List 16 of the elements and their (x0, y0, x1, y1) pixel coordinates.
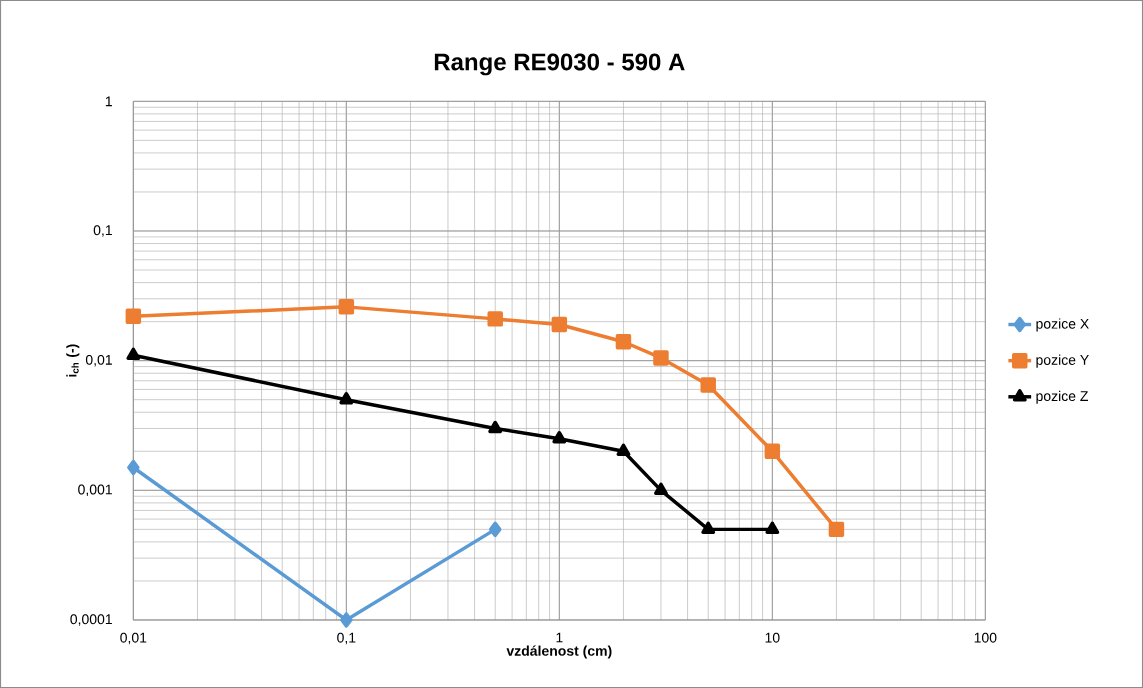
legend-label: pozice X (1036, 318, 1089, 332)
y-tick-label: 1 (105, 96, 112, 107)
y-axis-title: i$_{ch}$ (-) (66, 344, 80, 377)
y-tick-label: 0,0001 (70, 614, 112, 626)
legend-label: pozice Z (1036, 390, 1088, 404)
x-tick-label: 0,01 (120, 632, 147, 645)
legend-label: pozice Y (1036, 354, 1089, 368)
x-tick-label: 1 (556, 632, 563, 643)
x-tick-label: 100 (974, 632, 997, 643)
chart-title: Range RE9030 - 590 A (434, 53, 685, 76)
x-tick-label: 10 (765, 632, 780, 643)
y-tick-label: 0,001 (78, 484, 112, 497)
y-tick-label: 0,1 (93, 225, 112, 237)
y-tick-label: 0,01 (85, 354, 112, 367)
x-axis-title: vzdálenost (cm) (506, 645, 612, 659)
x-tick-label: 0,1 (337, 632, 356, 645)
